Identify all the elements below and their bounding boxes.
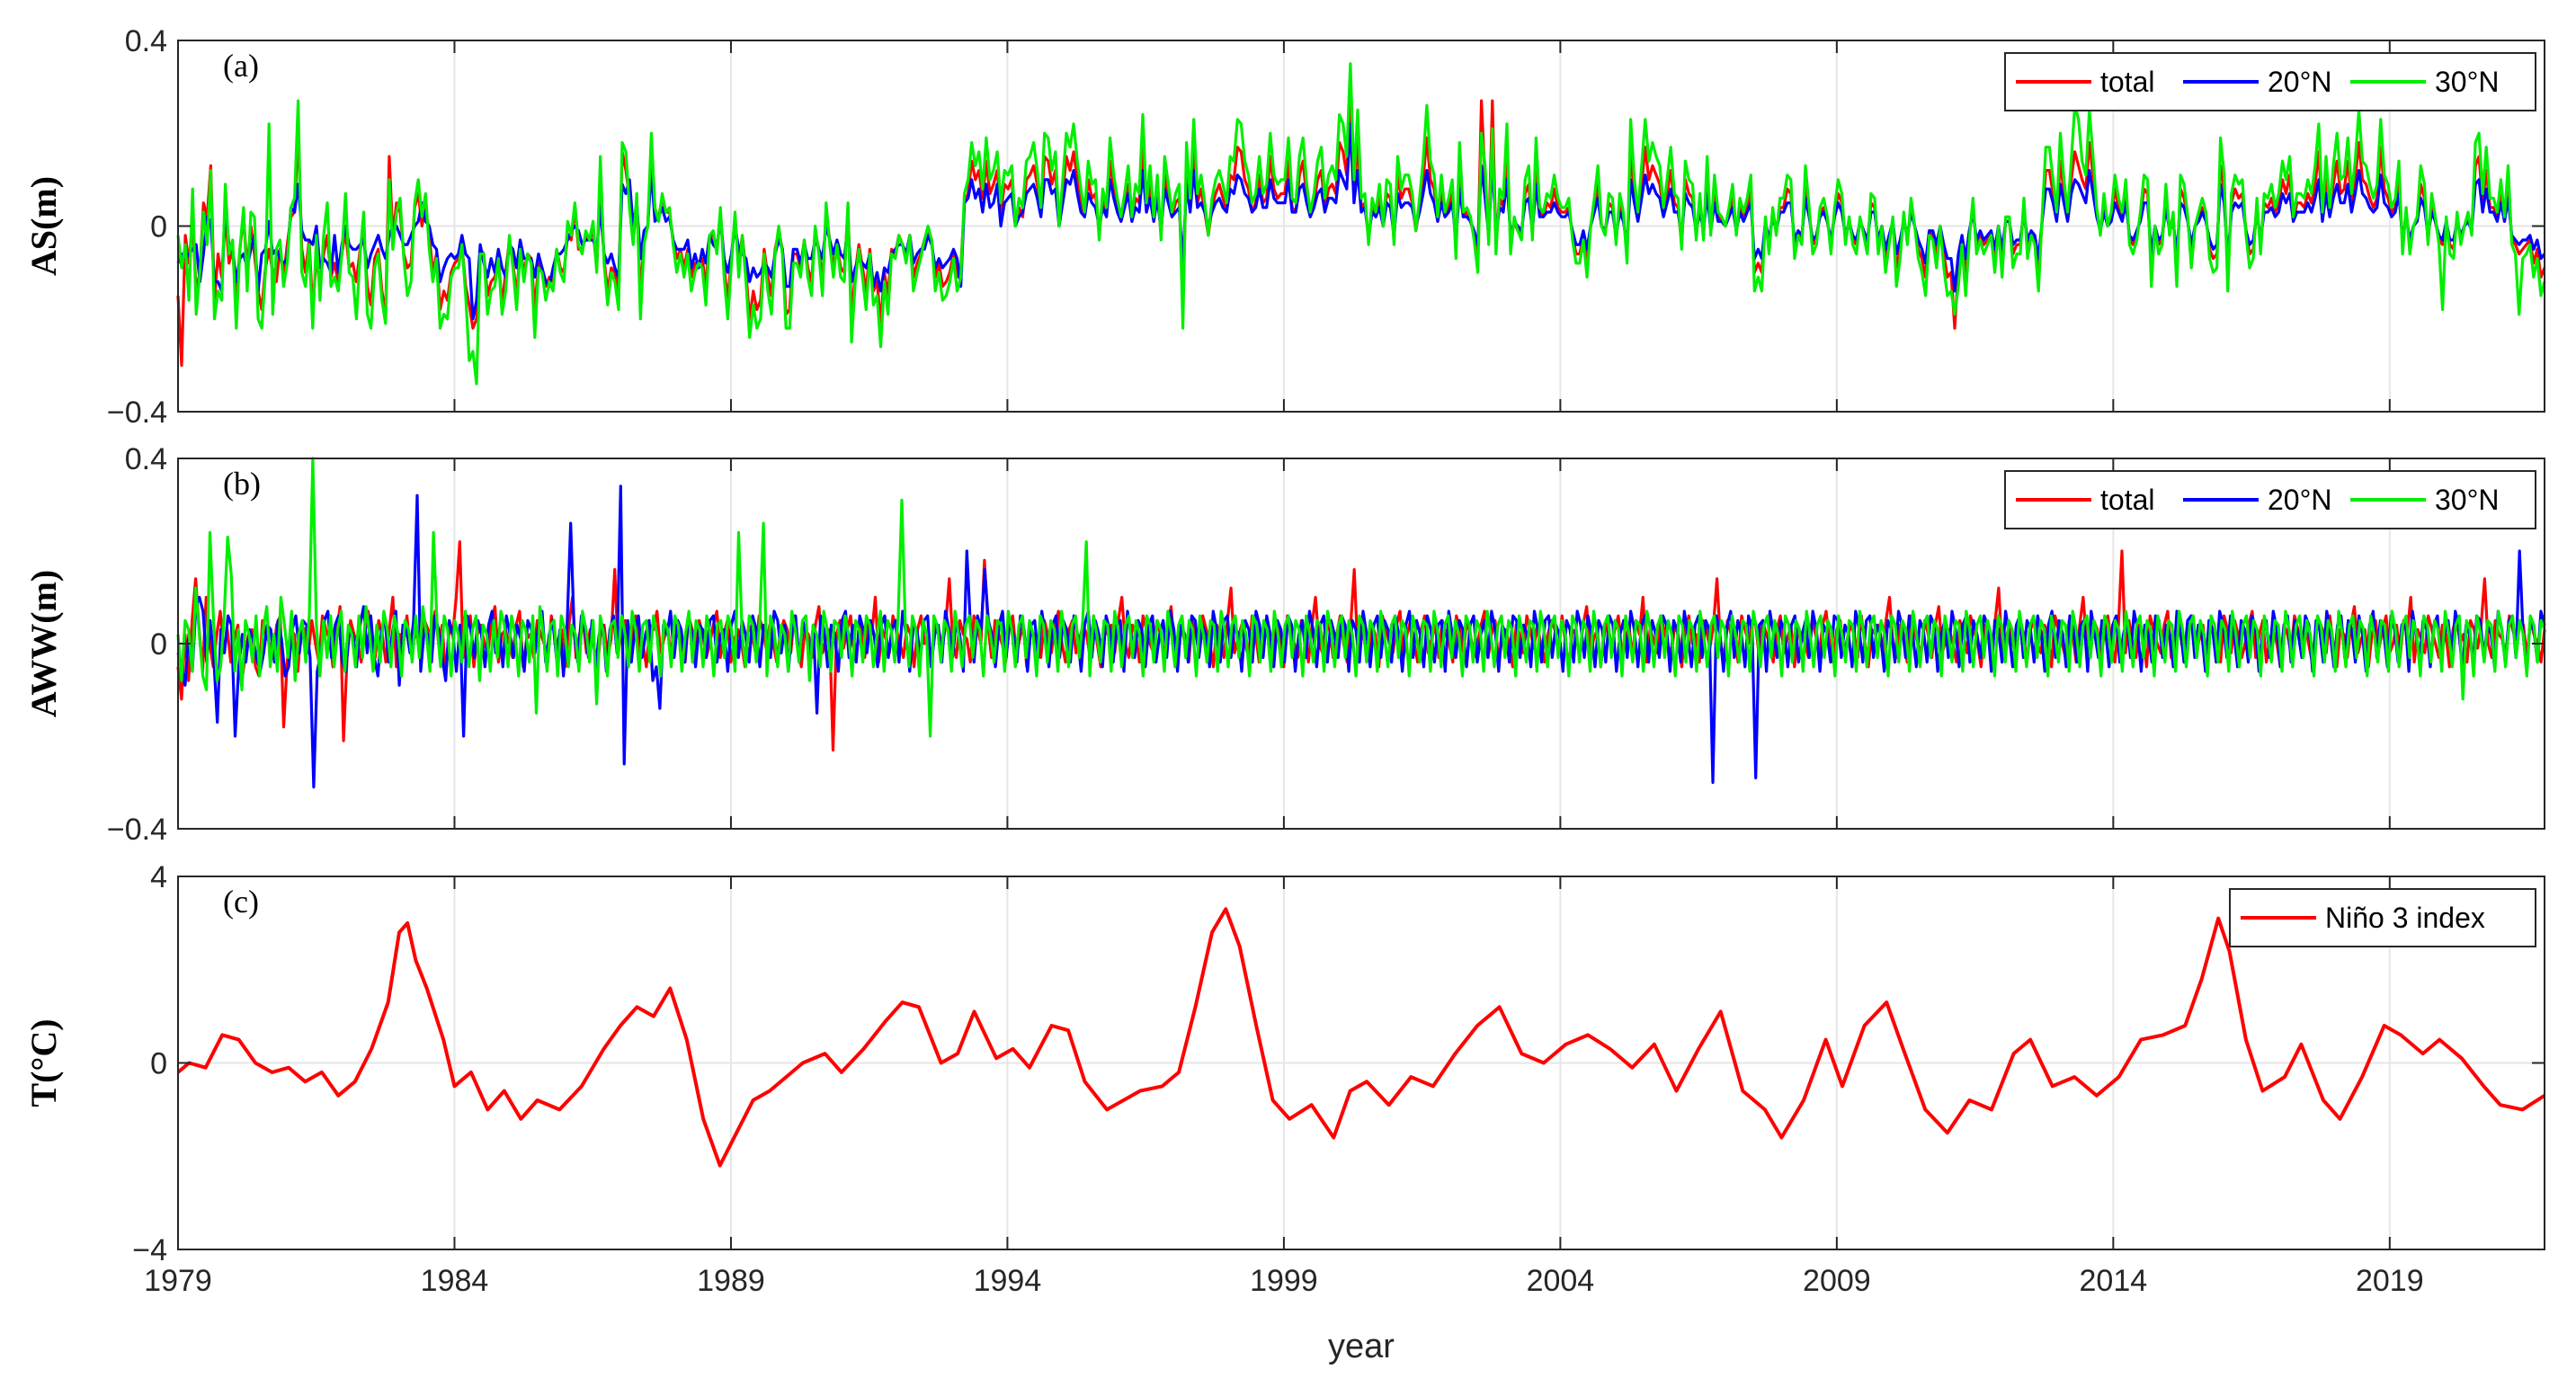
y-axis-label: AWW(m) xyxy=(23,570,64,717)
x-tick-label: 1984 xyxy=(421,1264,489,1298)
panel-label: (a) xyxy=(223,48,259,84)
y-tick-label: 0 xyxy=(150,627,167,662)
panel-label: (c) xyxy=(223,884,259,920)
series-line-20-n xyxy=(176,485,2546,789)
x-tick-label: 1989 xyxy=(697,1264,765,1298)
y-tick-label: 4 xyxy=(150,860,167,894)
legend-entry: 30°N xyxy=(2435,66,2500,98)
x-tick-label: 2019 xyxy=(2356,1264,2424,1298)
x-tick-label: 2009 xyxy=(1803,1264,1871,1298)
y-tick-label: −0.4 xyxy=(107,813,167,847)
y-tick-label: 0 xyxy=(150,1047,167,1081)
x-tick-label: 2004 xyxy=(1527,1264,1595,1298)
legend: total 20°N 30°N xyxy=(2004,52,2536,111)
legend-entry: total xyxy=(2100,66,2154,98)
x-tick-label: 1999 xyxy=(1250,1264,1318,1298)
y-tick-label: 0.4 xyxy=(125,442,167,476)
y-tick-label: −0.4 xyxy=(107,396,167,430)
x-tick-label: 2014 xyxy=(2080,1264,2148,1298)
y-axis-label: T(°C) xyxy=(23,1018,64,1107)
series-line-30-n xyxy=(176,62,2546,386)
panel-c: 1979 1984 1989 1994 1999 2004 2009 2014 2019 −4 0 4… xyxy=(23,860,2546,1365)
y-tick-label: 0 xyxy=(150,210,167,244)
series-line-30-n xyxy=(176,457,2546,738)
x-tick-label: 1979 xyxy=(144,1264,212,1298)
legend-entry: 30°N xyxy=(2435,484,2500,516)
panel-a: −0.4 0 0.4 AS(m) (a) total 20°N 30°N xyxy=(23,24,2546,430)
legend: total 20°N 30°N xyxy=(2004,470,2536,529)
legend-box xyxy=(2004,470,2536,529)
x-axis-label: year xyxy=(1328,1328,1395,1365)
y-tick-label: 0.4 xyxy=(125,24,167,58)
y-axis-label: AS(m) xyxy=(23,176,64,276)
legend-entry: 20°N xyxy=(2268,66,2332,98)
x-tick-label: 1994 xyxy=(974,1264,1042,1298)
legend-box xyxy=(2004,52,2536,111)
series-line-ni-o-3-index xyxy=(176,907,2546,1168)
panel-label: (b) xyxy=(223,466,261,502)
legend-entry: 20°N xyxy=(2268,484,2332,516)
y-tick-label: −4 xyxy=(132,1233,167,1267)
legend: Niño 3 index xyxy=(2229,888,2536,947)
legend-entry: total xyxy=(2100,484,2154,516)
panel-b: −0.4 0 0.4 AWW(m) (b) total 20°N 30°N xyxy=(23,442,2546,847)
legend-entry: Niño 3 index xyxy=(2325,902,2485,934)
